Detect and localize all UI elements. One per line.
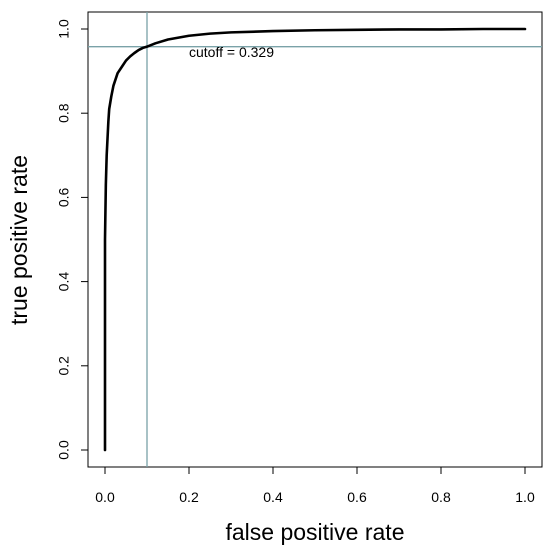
y-tick-label: 1.0 — [56, 19, 72, 39]
y-tick-label: 0.0 — [56, 440, 72, 460]
cutoff-annotation: cutoff = 0.329 — [189, 44, 274, 60]
x-axis: 0.0 0.2 0.4 0.6 0.8 1.0 — [95, 466, 535, 505]
x-tick-label: 0.4 — [263, 489, 283, 505]
y-axis: 0.0 0.2 0.4 0.6 0.8 1.0 — [56, 19, 89, 460]
y-tick-label: 0.8 — [56, 103, 72, 123]
y-tick-label: 0.4 — [56, 272, 72, 292]
roc-curve — [103, 27, 527, 452]
x-tick-label: 0.6 — [347, 489, 367, 505]
y-axis-title: true positive rate — [6, 155, 32, 325]
plot-frame — [87, 11, 543, 468]
x-tick-label: 0.0 — [95, 489, 115, 505]
y-tick-label: 0.2 — [56, 356, 72, 376]
series-layer — [103, 27, 527, 452]
x-tick-label: 0.2 — [179, 489, 199, 505]
x-axis-title: false positive rate — [226, 519, 405, 545]
reference-lines — [88, 12, 542, 467]
y-tick-label: 0.6 — [56, 187, 72, 207]
x-tick-label: 1.0 — [515, 489, 535, 505]
x-tick-label: 0.8 — [431, 489, 451, 505]
